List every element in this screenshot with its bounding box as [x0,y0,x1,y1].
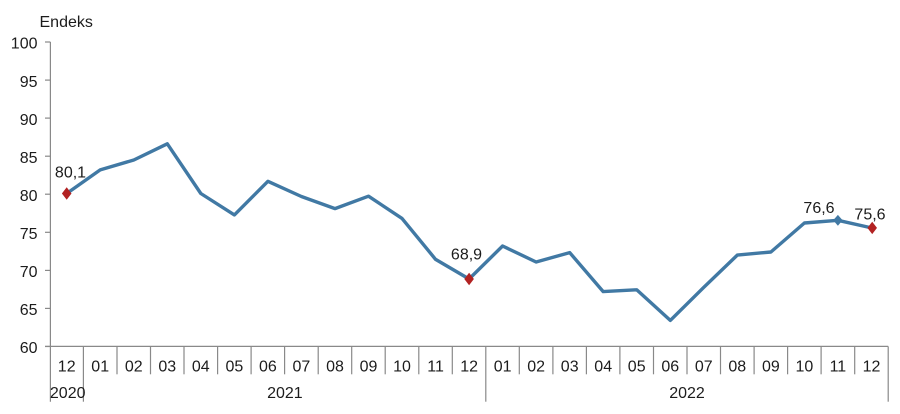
svg-text:68,9: 68,9 [451,247,482,264]
svg-text:12: 12 [460,358,478,375]
svg-text:02: 02 [527,358,545,375]
svg-text:06: 06 [661,358,679,375]
svg-text:05: 05 [226,358,244,375]
svg-text:11: 11 [830,358,847,375]
svg-text:09: 09 [360,358,378,375]
svg-text:01: 01 [494,358,512,375]
svg-text:03: 03 [561,358,579,375]
svg-text:2021: 2021 [267,385,303,402]
svg-text:90: 90 [20,112,38,129]
svg-text:12: 12 [863,358,881,375]
svg-text:02: 02 [125,358,143,375]
svg-text:2020: 2020 [50,385,86,402]
svg-text:10: 10 [796,358,814,375]
svg-text:08: 08 [728,358,746,375]
svg-text:07: 07 [293,358,311,375]
svg-text:95: 95 [20,74,38,91]
svg-text:04: 04 [192,358,210,375]
svg-text:60: 60 [20,340,38,357]
svg-text:06: 06 [259,358,277,375]
svg-text:04: 04 [594,358,612,375]
svg-text:65: 65 [20,302,38,319]
svg-text:75,6: 75,6 [854,207,885,224]
svg-text:05: 05 [628,358,646,375]
svg-text:70: 70 [20,264,38,281]
svg-text:01: 01 [91,358,109,375]
svg-text:10: 10 [393,358,411,375]
svg-text:76,6: 76,6 [803,200,834,217]
svg-text:08: 08 [326,358,344,375]
svg-text:07: 07 [695,358,713,375]
svg-text:80,1: 80,1 [55,165,86,182]
svg-text:12: 12 [58,358,76,375]
svg-text:75: 75 [20,226,38,243]
svg-text:80: 80 [20,188,38,205]
svg-text:100: 100 [11,36,38,53]
svg-text:2022: 2022 [669,385,705,402]
svg-text:Endeks: Endeks [40,14,93,31]
svg-text:85: 85 [20,150,38,167]
svg-text:09: 09 [762,358,780,375]
svg-text:11: 11 [427,358,444,375]
svg-text:03: 03 [158,358,176,375]
